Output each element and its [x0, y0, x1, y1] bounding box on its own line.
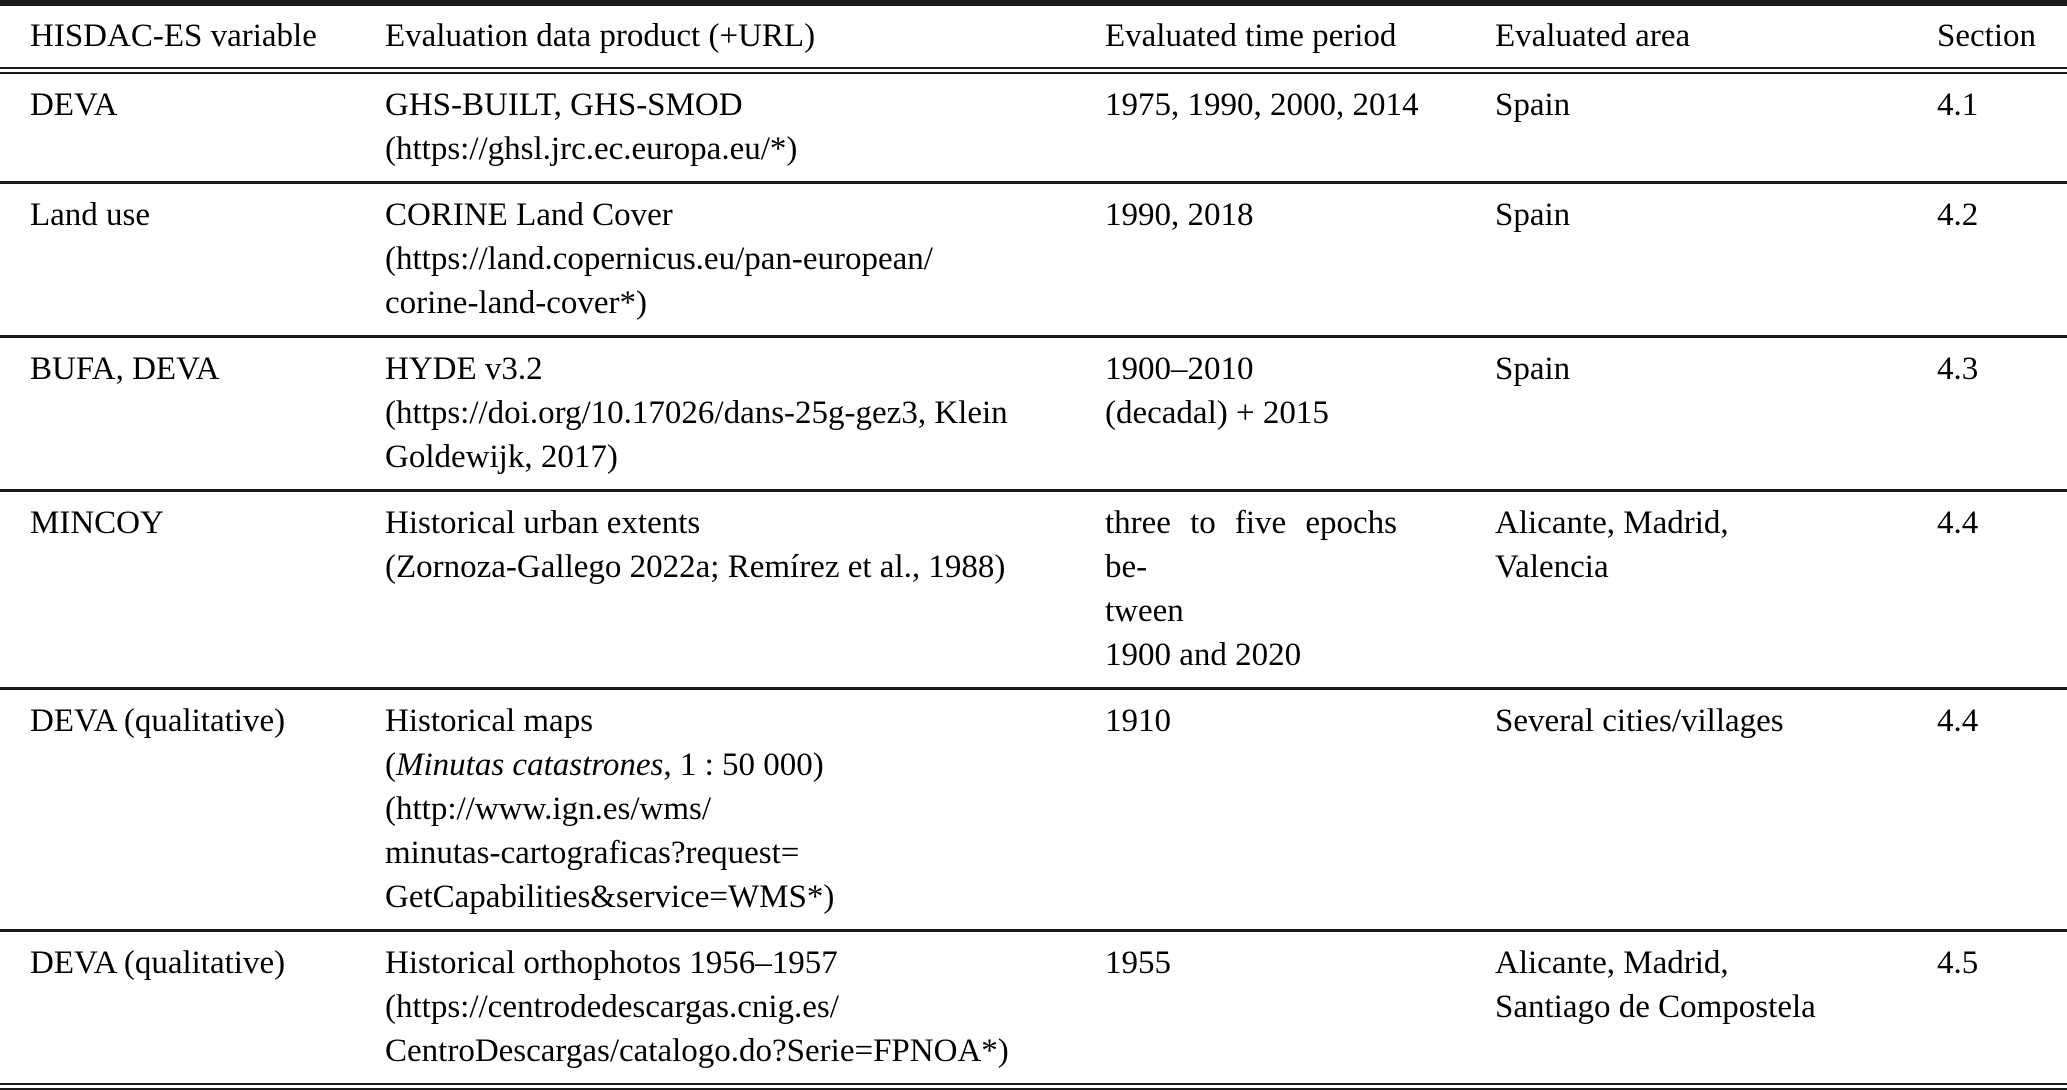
table-row-bufa-deva-hyde: BUFA, DEVA HYDE v3.2 (https://doi.org/10…: [0, 335, 2067, 491]
product-title-line: Historical maps: [385, 703, 594, 739]
table-row-mincoy-urban-extents: MINCOY Historical urban extents (Zornoza…: [0, 489, 2067, 689]
table-row-deva-historical-maps: DEVA (qualitative) Historical maps (Minu…: [0, 687, 2067, 931]
cell-product: HYDE v3.2 (https://doi.org/10.17026/dans…: [355, 335, 1075, 491]
cell-variable: DEVA: [30, 87, 118, 123]
cell-variable: MINCOY: [0, 489, 355, 689]
cell-area: Spain: [1465, 181, 1907, 337]
cell-variable: Land use: [0, 181, 355, 337]
cell-time-period: three to five epochs be- tween 1900 and …: [1075, 489, 1465, 689]
cell-area: Spain: [1465, 335, 1907, 491]
cell-area: Alicante, Madrid, Santiago de Compostela: [1465, 929, 1907, 1087]
cell-product: Historical orthophotos 1956–1957 (https:…: [355, 929, 1075, 1087]
cell-variable: BUFA, DEVA: [0, 335, 355, 491]
cell-section: 4.3: [1907, 335, 2067, 491]
cell-time-period: 1900–2010 (decadal) + 2015: [1075, 335, 1465, 491]
cell-variable: DEVA (qualitative): [0, 929, 355, 1087]
cell-product: CORINE Land Cover (https://land.copernic…: [355, 181, 1075, 337]
cell-product: Historical maps (Minutas catastrones, 1 …: [355, 687, 1075, 931]
cell-variable: DEVA (qualitative): [0, 687, 355, 931]
cell-section: 4.2: [1907, 181, 2067, 337]
header-evaluated-time-period: Evaluated time period: [1075, 3, 1465, 74]
header-section: Section: [1907, 3, 2067, 74]
cell-time-period: 1955: [1075, 929, 1465, 1087]
header-row: HISDAC-ES variable Evaluation data produ…: [0, 3, 2067, 74]
header-hisdac-variable: HISDAC-ES variable: [0, 3, 355, 74]
paren-open: (: [385, 747, 396, 783]
product-italic-name: Minutas catastrones: [396, 747, 664, 783]
cell-section: 4.4: [1907, 687, 2067, 931]
cell-area: Several cities/villages: [1465, 687, 1907, 931]
table-row-landuse-corine: Land use CORINE Land Cover (https://land…: [0, 181, 2067, 337]
cell-section: 4.5: [1907, 929, 2067, 1087]
header-evaluation-data-product: Evaluation data product (+URL): [355, 3, 1075, 74]
cell-time-period: 1910: [1075, 687, 1465, 931]
table-row-deva-ghs: DEVA GHS-BUILT, GHS-SMOD (https://ghsl.j…: [0, 71, 2067, 183]
product-url-lines: (http://www.ign.es/wms/ minutas-cartogra…: [385, 791, 835, 915]
cell-area: Spain: [1495, 87, 1571, 123]
header-evaluated-area: Evaluated area: [1465, 3, 1907, 74]
cell-product: GHS-BUILT, GHS-SMOD (https://ghsl.jrc.ec…: [385, 87, 798, 167]
product-scale: , 1 : 50 000): [663, 747, 824, 783]
table-row-deva-orthophotos: DEVA (qualitative) Historical orthophoto…: [0, 929, 2067, 1087]
table-body: DEVA GHS-BUILT, GHS-SMOD (https://ghsl.j…: [0, 71, 2067, 1087]
cell-product: Historical urban extents (Zornoza-Galleg…: [355, 489, 1075, 689]
cell-area: Alicante, Madrid, Valencia: [1465, 489, 1907, 689]
product-source-line: (Minutas catastrones, 1 : 50 000): [385, 743, 1063, 787]
cell-time-period: 1975, 1990, 2000, 2014: [1105, 87, 1419, 123]
table-header: HISDAC-ES variable Evaluation data produ…: [0, 3, 2067, 74]
cell-time-period: 1990, 2018: [1075, 181, 1465, 337]
cell-section: 4.1: [1937, 87, 1979, 123]
cell-section: 4.4: [1907, 489, 2067, 689]
